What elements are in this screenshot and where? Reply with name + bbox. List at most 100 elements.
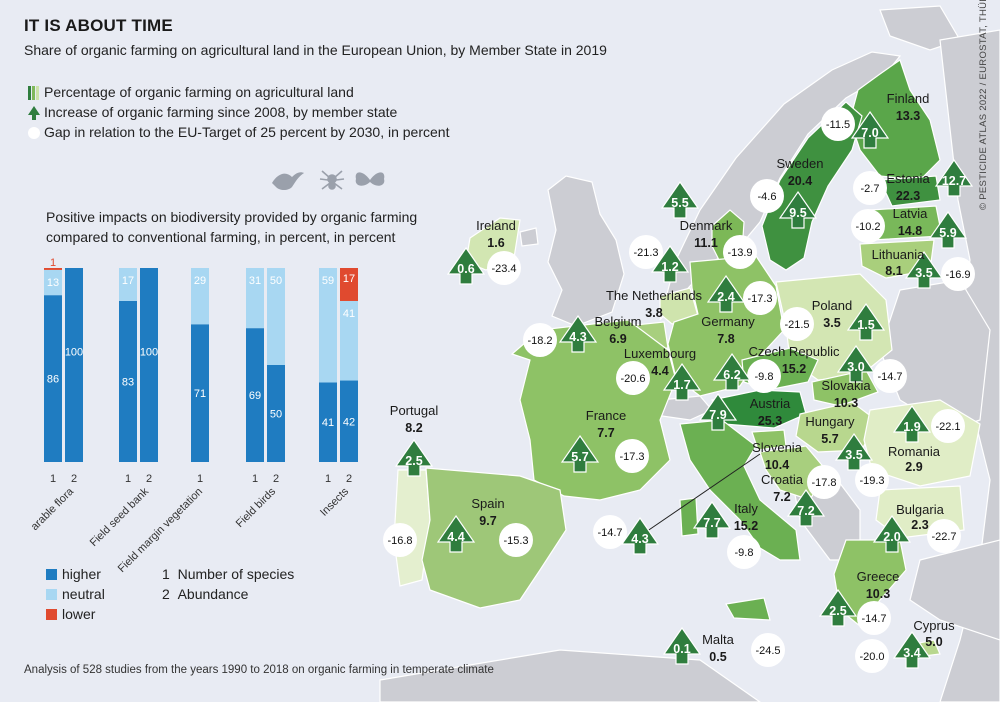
bar-group-label: arable flora xyxy=(29,485,77,533)
increase-tree-marker: 2.5 xyxy=(818,588,858,627)
gap-circle xyxy=(927,519,961,553)
tree-icon xyxy=(928,210,968,249)
bar-segment-neutral xyxy=(44,269,62,296)
country-name: Germany xyxy=(701,314,755,329)
country-share: 7.8 xyxy=(717,332,734,346)
gap-value: -14.7 xyxy=(597,527,622,539)
country-share: 4.4 xyxy=(651,364,668,378)
increase-tree-marker: 1.7 xyxy=(662,362,702,401)
legend-lower: lower xyxy=(46,606,96,622)
country-marker-italy: -9.8 7.7 Italy 15.2 xyxy=(692,500,761,569)
increase-value: 5.7 xyxy=(571,450,588,464)
tree-icon xyxy=(620,516,660,555)
increase-value: 3.5 xyxy=(915,266,932,280)
bar-tick-label: 2 xyxy=(346,473,352,485)
legend-n2: 2 xyxy=(162,586,170,602)
bar-value-label: 41 xyxy=(343,308,355,320)
increase-tree-marker: 0.1 xyxy=(662,626,702,665)
gap-value: -15.3 xyxy=(503,535,528,547)
bar-value-label: 100 xyxy=(65,346,83,358)
increase-tree-marker: 5.7 xyxy=(560,434,600,473)
country-name: Lithuania xyxy=(872,247,926,262)
footnote: Analysis of 528 studies from the years 1… xyxy=(24,664,494,676)
bar-segment-higher xyxy=(246,328,264,462)
country-name: Denmark xyxy=(680,218,733,233)
tree-icon xyxy=(836,344,876,383)
country-name: Luxembourg xyxy=(624,346,696,361)
gap-circle xyxy=(723,235,757,269)
tree-icon xyxy=(872,514,912,553)
bar-value-label: 83 xyxy=(122,376,134,388)
higher-swatch xyxy=(46,569,57,580)
increase-tree-marker: 5.9 xyxy=(928,210,968,249)
gap-circle xyxy=(616,361,650,395)
country-name: Latvia xyxy=(893,206,928,221)
tree-icon xyxy=(904,250,944,289)
country-share: 25.3 xyxy=(758,414,782,428)
increase-value: 2.5 xyxy=(829,604,846,618)
lower-swatch xyxy=(46,609,57,620)
bar-segment-higher xyxy=(119,300,137,462)
gap-value: -16.8 xyxy=(387,535,412,547)
gap-circle xyxy=(523,323,557,357)
green-gradient-swatch-icon xyxy=(28,86,39,100)
gap-value: -23.4 xyxy=(491,263,516,275)
legend-gap: Gap in relation to the EU-Target of 25 p… xyxy=(28,124,449,140)
gap-circle xyxy=(851,209,885,243)
gap-value: -16.9 xyxy=(945,269,970,281)
gap-circle xyxy=(855,463,889,497)
tree-icon xyxy=(892,404,932,443)
increase-value: 1.2 xyxy=(661,260,678,274)
bar-value-label: 31 xyxy=(249,275,261,287)
country-name: Estonia xyxy=(886,171,930,186)
country-share: 5.7 xyxy=(821,432,838,446)
country-name: Bulgaria xyxy=(896,502,944,517)
legend-lower-label: lower xyxy=(62,606,96,622)
increase-value: 3.4 xyxy=(903,646,920,660)
country-name: The Netherlands xyxy=(606,288,703,303)
country-name: Greece xyxy=(857,569,900,584)
tree-icon xyxy=(818,588,858,627)
tree-icon xyxy=(850,110,890,149)
increase-tree-marker: 3.5 xyxy=(834,432,874,471)
gap-circle xyxy=(743,281,777,315)
legend-n1: 1 xyxy=(162,566,170,582)
country-name: Sweden xyxy=(777,156,824,171)
tree-icon xyxy=(698,392,738,431)
gap-value: -17.3 xyxy=(747,293,772,305)
increase-value: 2.4 xyxy=(717,290,734,304)
country-share: 10.3 xyxy=(866,587,890,601)
country-shape-spain xyxy=(421,467,567,609)
bar-tick-label: 1 xyxy=(325,473,331,485)
bar-segment-neutral xyxy=(267,268,285,365)
increase-value: 1.9 xyxy=(903,420,920,434)
gap-bubble: -17.3 xyxy=(743,281,777,315)
bar-tick-label: 1 xyxy=(50,473,56,485)
gap-bubble: -2.7 xyxy=(853,171,887,205)
country-name: Czech Republic xyxy=(748,344,840,359)
country-shape-estonia xyxy=(879,175,941,207)
increase-value: 1.7 xyxy=(673,378,690,392)
gap-bubble: -20.6 xyxy=(616,361,650,395)
neutral-swatch xyxy=(46,589,57,600)
country-name: Italy xyxy=(734,501,758,516)
gap-circle xyxy=(499,523,533,557)
gap-bubble: -23.4 xyxy=(487,251,521,285)
gap-bubble: -20.0 xyxy=(855,639,889,673)
increase-value: 5.5 xyxy=(671,196,688,210)
gap-circle xyxy=(747,359,781,393)
country-marker-ireland: -23.4 0.6 Ireland 1.6 xyxy=(446,218,521,285)
gap-circle xyxy=(629,235,663,269)
white-circle-icon xyxy=(28,127,40,139)
gap-bubble: -10.2 xyxy=(851,209,885,243)
tree-icon xyxy=(934,158,974,197)
country-shape-turkey xyxy=(909,539,1000,641)
country-marker-luxembourg: -20.6 1.7 Luxembourg 4.4 xyxy=(616,346,702,401)
gap-value: -13.9 xyxy=(727,247,752,259)
country-shape-uk-mainland xyxy=(547,175,625,327)
tree-icon xyxy=(662,626,702,665)
increase-value: 7.7 xyxy=(703,516,720,530)
gap-value: -21.3 xyxy=(633,247,658,259)
increase-value: 2.0 xyxy=(883,530,900,544)
bar-chart-title: Positive impacts on biodiversity provide… xyxy=(46,209,418,245)
